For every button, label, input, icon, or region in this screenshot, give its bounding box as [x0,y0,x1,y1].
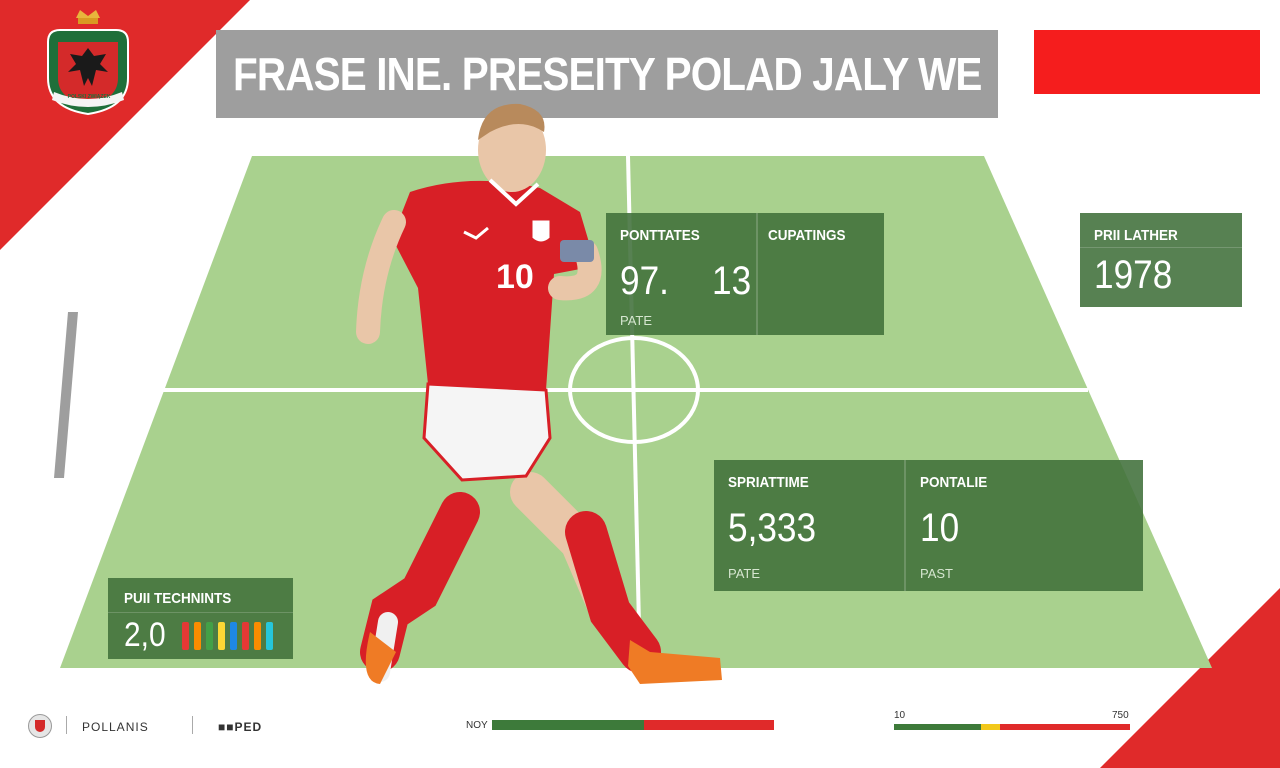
time-right-value: 10 [920,506,960,550]
center-circle [568,336,700,444]
stats-card: PONTTATES CUPATINGS 97. 13 PATE [606,213,884,335]
tech-bar [254,622,261,650]
progress1-label: NOY [466,720,488,731]
time-left-sub: PATE [728,566,761,581]
time-right-label: PONTALIE [920,474,988,491]
tech-label: PUII TECHNINTS [124,590,232,607]
footer-crest-icon [28,714,52,738]
tech-bar [266,622,273,650]
footer-tag: ■■PED [218,720,263,734]
boot-front [628,640,722,684]
time-left-value: 5,333 [728,506,817,550]
stats-right-label: CUPATINGS [768,227,846,244]
progress1-red [644,720,774,730]
stats-left-value: 97. [620,259,669,303]
stats-left-label: PONTTATES [620,227,700,244]
progress2-red [1000,724,1130,730]
progress-bar-1 [492,720,774,730]
title-bar: FRASE INE. PRESEITY POLAD JALY WE [216,30,998,118]
year-value: 1978 [1094,253,1173,297]
footer-team-name: POLLANIS [82,720,149,734]
progress2-green [894,724,982,730]
tech-bar [182,622,189,650]
tech-bar [194,622,201,650]
tech-color-bars [182,622,273,652]
shirt-number: 10 [496,258,534,296]
left-slider-bar [54,312,78,478]
red-accent-block [1034,30,1260,94]
time-left-label: SPRIATTIME [728,474,809,491]
footer-divider [66,716,67,734]
progress2-min: 10 [894,710,906,721]
stats-sub-label: PATE [620,313,653,328]
swoosh-icon [463,226,489,240]
year-label: PRII LATHER [1094,227,1178,244]
time-right-sub: PAST [920,566,953,581]
progress1-green [492,720,645,730]
progress-bar-2 [894,724,1130,730]
footer-divider [192,716,193,734]
crest-banner-text: POLSKI ZWIĄZEK [67,94,111,100]
progress2-max: 750 [1112,710,1129,721]
federation-crest-icon: POLSKI ZWIĄZEK [44,8,132,118]
captain-armband [560,240,594,262]
tech-bar [218,622,225,650]
tech-bar [242,622,249,650]
time-card: SPRIATTIME PONTALIE 5,333 10 PATE PAST [714,460,1143,591]
stats-right-value: 13 [712,259,752,303]
tech-value: 2,0 [124,616,166,654]
progress2-yellow [981,724,1001,730]
player-figure: 10 [356,103,722,684]
year-card: PRII LATHER 1978 [1080,213,1242,307]
boot-back [365,632,396,684]
tech-bar [206,622,213,650]
eagle-icon [68,48,108,86]
tech-card: PUII TECHNINTS 2,0 [108,578,293,659]
tech-bar [230,622,237,650]
page-title: FRASE INE. PRESEITY POLAD JALY WE [232,48,982,100]
crown-icon [76,10,100,18]
